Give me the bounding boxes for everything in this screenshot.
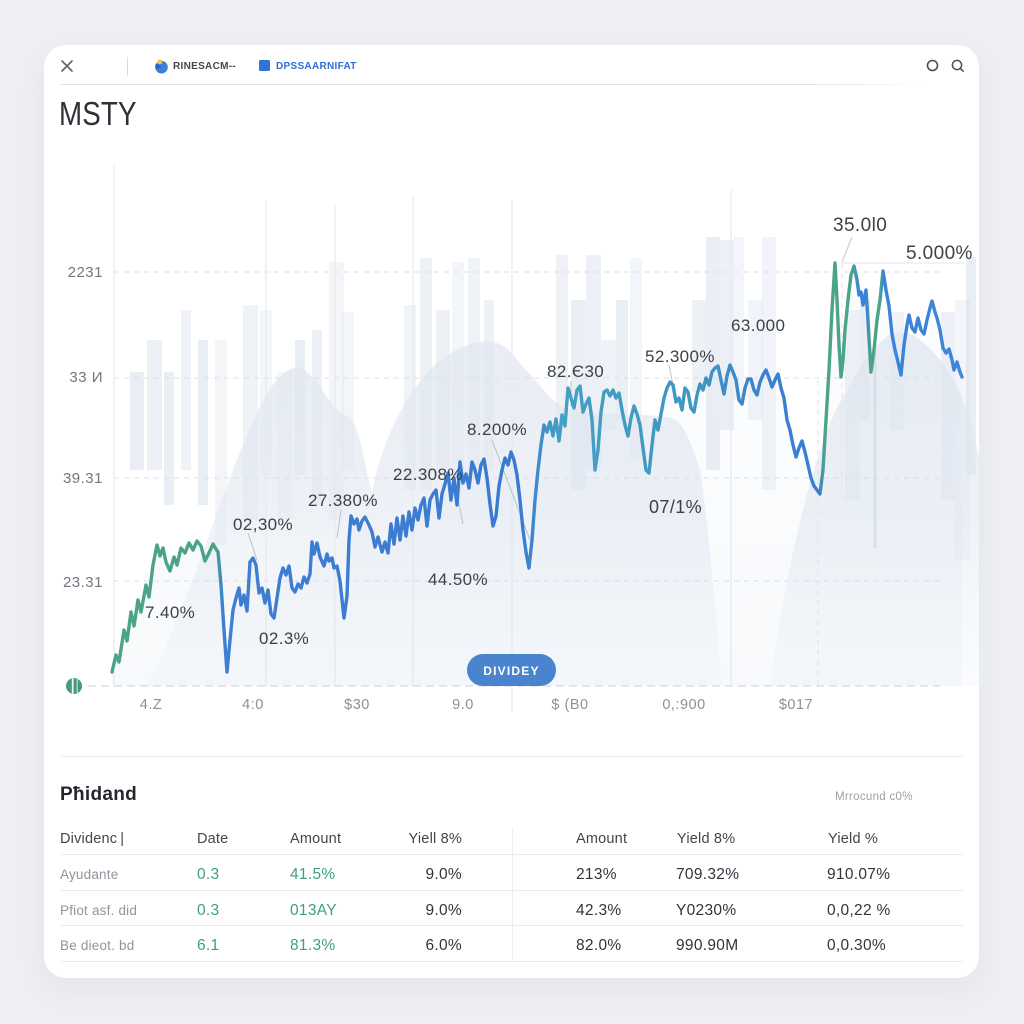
svg-text:02,30%: 02,30% bbox=[233, 515, 293, 534]
svg-text:$30: $30 bbox=[344, 697, 370, 713]
svg-text:4.Z: 4.Z bbox=[140, 697, 162, 713]
svg-text:5.000%: 5.000% bbox=[906, 243, 973, 264]
svg-text:DIVIDEY: DIVIDEY bbox=[483, 664, 539, 678]
svg-text:23.31: 23.31 bbox=[63, 574, 103, 591]
svg-text:44.50%: 44.50% bbox=[428, 570, 488, 589]
svg-text:39.31: 39.31 bbox=[63, 470, 103, 487]
svg-text:7.40%: 7.40% bbox=[145, 603, 195, 622]
svg-text:52.300%: 52.300% bbox=[645, 347, 715, 366]
svg-text:2231: 2231 bbox=[68, 264, 103, 281]
svg-text:07/1%: 07/1% bbox=[649, 497, 702, 517]
svg-text:33 И: 33 И bbox=[69, 369, 103, 386]
svg-text:02.3%: 02.3% bbox=[259, 629, 309, 648]
svg-text:4:0: 4:0 bbox=[242, 697, 264, 713]
svg-text:82.Є30: 82.Є30 bbox=[547, 362, 604, 381]
svg-text:8.200%: 8.200% bbox=[467, 420, 527, 439]
svg-text:9.0: 9.0 bbox=[452, 697, 474, 713]
svg-text:63.000: 63.000 bbox=[731, 316, 785, 335]
svg-text:22.308%: 22.308% bbox=[393, 465, 463, 484]
svg-text:$ (B0: $ (B0 bbox=[551, 697, 588, 713]
svg-text:35.0l0: 35.0l0 bbox=[833, 215, 887, 236]
svg-text:27.380%: 27.380% bbox=[308, 491, 378, 510]
svg-text:$017: $017 bbox=[779, 697, 813, 713]
svg-text:0,:900: 0,:900 bbox=[662, 697, 705, 713]
